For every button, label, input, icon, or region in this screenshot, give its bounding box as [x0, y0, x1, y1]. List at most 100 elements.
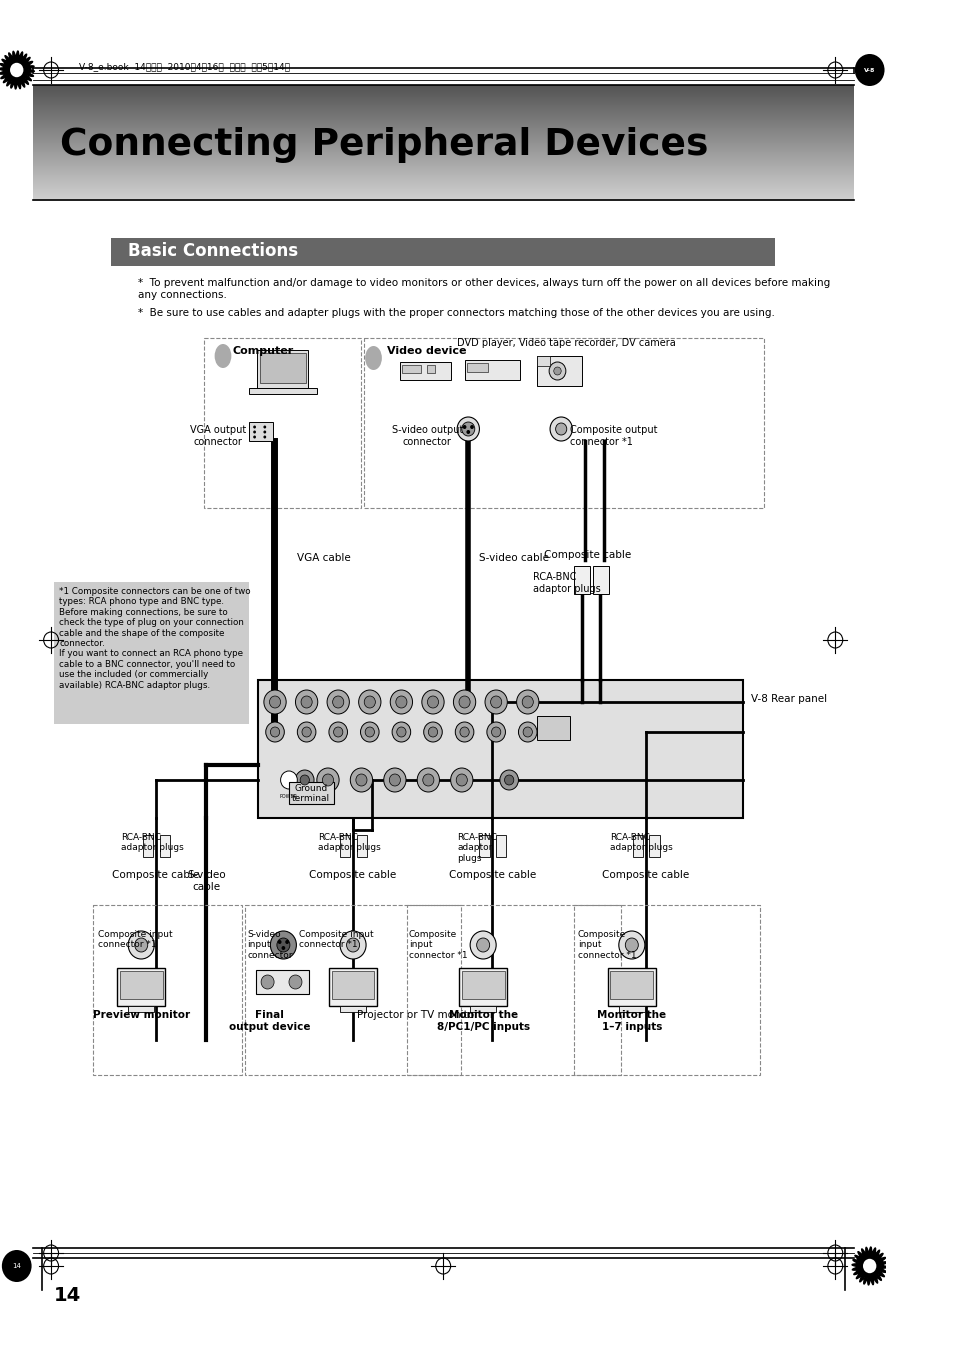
Bar: [32, 100, 853, 103]
Text: S-video
input
connector: S-video input connector: [247, 929, 293, 959]
Bar: [32, 126, 853, 128]
Circle shape: [462, 426, 466, 430]
Bar: [32, 128, 853, 130]
Bar: [32, 153, 853, 155]
Bar: [32, 109, 853, 111]
Bar: [32, 122, 853, 123]
Bar: [32, 109, 853, 112]
Bar: [537, 357, 581, 386]
Bar: [32, 172, 853, 174]
Circle shape: [295, 770, 314, 790]
Bar: [32, 123, 853, 124]
Text: Composite output
connector *1: Composite output connector *1: [570, 426, 658, 447]
Bar: [32, 189, 853, 192]
Bar: [32, 132, 853, 135]
Bar: [32, 181, 853, 182]
Text: Connecting Peripheral Devices: Connecting Peripheral Devices: [60, 127, 708, 163]
Text: POWER: POWER: [279, 794, 297, 798]
Bar: [32, 169, 853, 170]
Bar: [32, 127, 853, 128]
Bar: [32, 162, 853, 163]
Circle shape: [499, 770, 517, 790]
Circle shape: [521, 696, 533, 708]
Circle shape: [396, 727, 406, 738]
Circle shape: [490, 696, 501, 708]
Circle shape: [456, 417, 479, 440]
Bar: [120, 971, 162, 998]
Bar: [32, 149, 853, 151]
Circle shape: [270, 931, 296, 959]
Bar: [160, 835, 170, 857]
Circle shape: [280, 771, 297, 789]
Bar: [92, 905, 241, 1075]
Bar: [32, 99, 853, 100]
Bar: [32, 119, 853, 122]
Circle shape: [624, 938, 638, 952]
Bar: [32, 159, 853, 162]
Text: *1 Composite connectors can be one of two
types: RCA phono type and BNC type.
Be: *1 Composite connectors can be one of tw…: [59, 586, 251, 689]
Bar: [470, 1006, 496, 1012]
Bar: [618, 1006, 644, 1012]
Text: Composite cable: Composite cable: [309, 870, 396, 880]
Circle shape: [263, 431, 266, 434]
Circle shape: [285, 940, 289, 944]
Text: Composite cable: Composite cable: [543, 550, 630, 561]
Bar: [32, 89, 853, 91]
Bar: [245, 905, 460, 1075]
Circle shape: [427, 696, 438, 708]
Circle shape: [416, 767, 439, 792]
Bar: [32, 107, 853, 108]
Bar: [249, 388, 316, 394]
Circle shape: [329, 721, 347, 742]
Circle shape: [355, 774, 367, 786]
Bar: [32, 139, 853, 141]
Circle shape: [297, 721, 315, 742]
Text: Composite
input
connector *1: Composite input connector *1: [409, 929, 467, 959]
Circle shape: [365, 727, 374, 738]
Bar: [32, 166, 853, 168]
Bar: [32, 105, 853, 107]
Text: RCA-BNC
adaptor
plugs: RCA-BNC adaptor plugs: [456, 834, 497, 863]
Text: *  Be sure to use cables and adapter plugs with the proper connectors matching t: * Be sure to use cables and adapter plug…: [137, 308, 774, 317]
Circle shape: [364, 696, 375, 708]
Bar: [32, 178, 853, 180]
Bar: [32, 93, 853, 95]
Bar: [32, 172, 853, 173]
Bar: [32, 103, 853, 105]
Text: S-video
cable: S-video cable: [187, 870, 225, 892]
Bar: [32, 143, 853, 145]
Bar: [32, 96, 853, 97]
Bar: [32, 88, 853, 89]
Text: DVD player, Video tape recorder, DV camera: DVD player, Video tape recorder, DV came…: [456, 338, 676, 349]
Bar: [257, 350, 308, 388]
Ellipse shape: [365, 346, 381, 370]
Bar: [32, 192, 853, 195]
Bar: [592, 566, 608, 594]
Bar: [32, 185, 853, 188]
Text: 14: 14: [12, 1263, 21, 1269]
Bar: [32, 145, 853, 146]
Bar: [32, 199, 853, 200]
Circle shape: [346, 938, 359, 952]
Bar: [32, 138, 853, 139]
Bar: [339, 1006, 366, 1012]
Bar: [32, 118, 853, 119]
Bar: [458, 969, 507, 1006]
Bar: [356, 835, 367, 857]
Bar: [32, 154, 853, 155]
Bar: [32, 89, 853, 92]
Bar: [204, 338, 360, 508]
Text: VGA cable: VGA cable: [297, 553, 351, 563]
Circle shape: [549, 362, 565, 380]
Bar: [32, 120, 853, 122]
Bar: [427, 365, 435, 373]
Bar: [32, 116, 853, 119]
Circle shape: [10, 62, 24, 77]
Bar: [32, 107, 853, 109]
Circle shape: [423, 721, 442, 742]
Bar: [407, 905, 620, 1075]
Circle shape: [459, 727, 469, 738]
Circle shape: [128, 931, 154, 959]
Text: VGA output
connector: VGA output connector: [190, 426, 246, 447]
Bar: [32, 96, 853, 99]
